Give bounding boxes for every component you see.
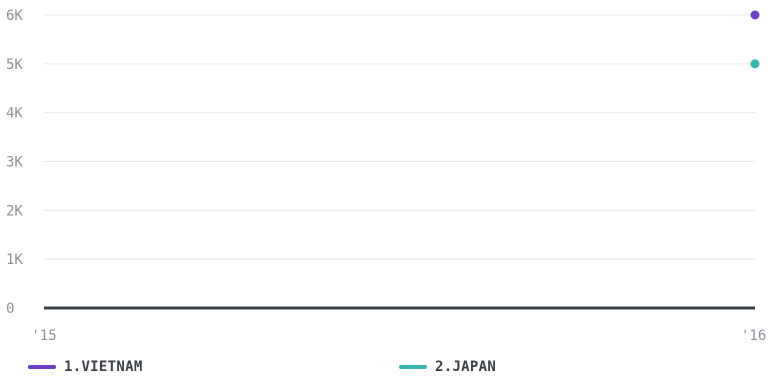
legend-item-japan[interactable]: 2.JAPAN: [399, 359, 496, 375]
legend-item-vietnam[interactable]: 1.VIETNAM: [28, 359, 143, 375]
line-chart: 0 1K 2K 3K 4K 5K 6K '15 '16: [6, 8, 766, 340]
gridlines: [44, 14, 755, 260]
y-axis-tick-labels: 0 1K 2K 3K 4K 5K 6K: [6, 8, 23, 317]
data-point-1-0: [750, 59, 760, 69]
y-tick-label-1: 1K: [6, 252, 23, 268]
x-tick-label-1: '16: [741, 328, 766, 340]
series-group: [750, 10, 760, 69]
legend-label-japan: 2.JAPAN: [435, 359, 497, 375]
legend: 1.VIETNAM 2.JAPAN: [0, 359, 768, 379]
y-tick-label-4: 4K: [6, 106, 23, 122]
y-tick-label-3: 3K: [6, 155, 23, 171]
y-tick-label-6: 6K: [6, 8, 23, 24]
data-point-0-0: [750, 10, 760, 20]
y-tick-label-0: 0: [6, 301, 14, 317]
x-tick-label-0: '15: [31, 328, 56, 340]
legend-label-vietnam: 1.VIETNAM: [64, 359, 143, 375]
legend-swatch-vietnam: [28, 365, 56, 369]
y-tick-label-5: 5K: [6, 57, 23, 73]
y-tick-label-2: 2K: [6, 203, 23, 219]
legend-swatch-japan: [399, 365, 427, 369]
x-axis-tick-labels: '15 '16: [31, 328, 766, 340]
